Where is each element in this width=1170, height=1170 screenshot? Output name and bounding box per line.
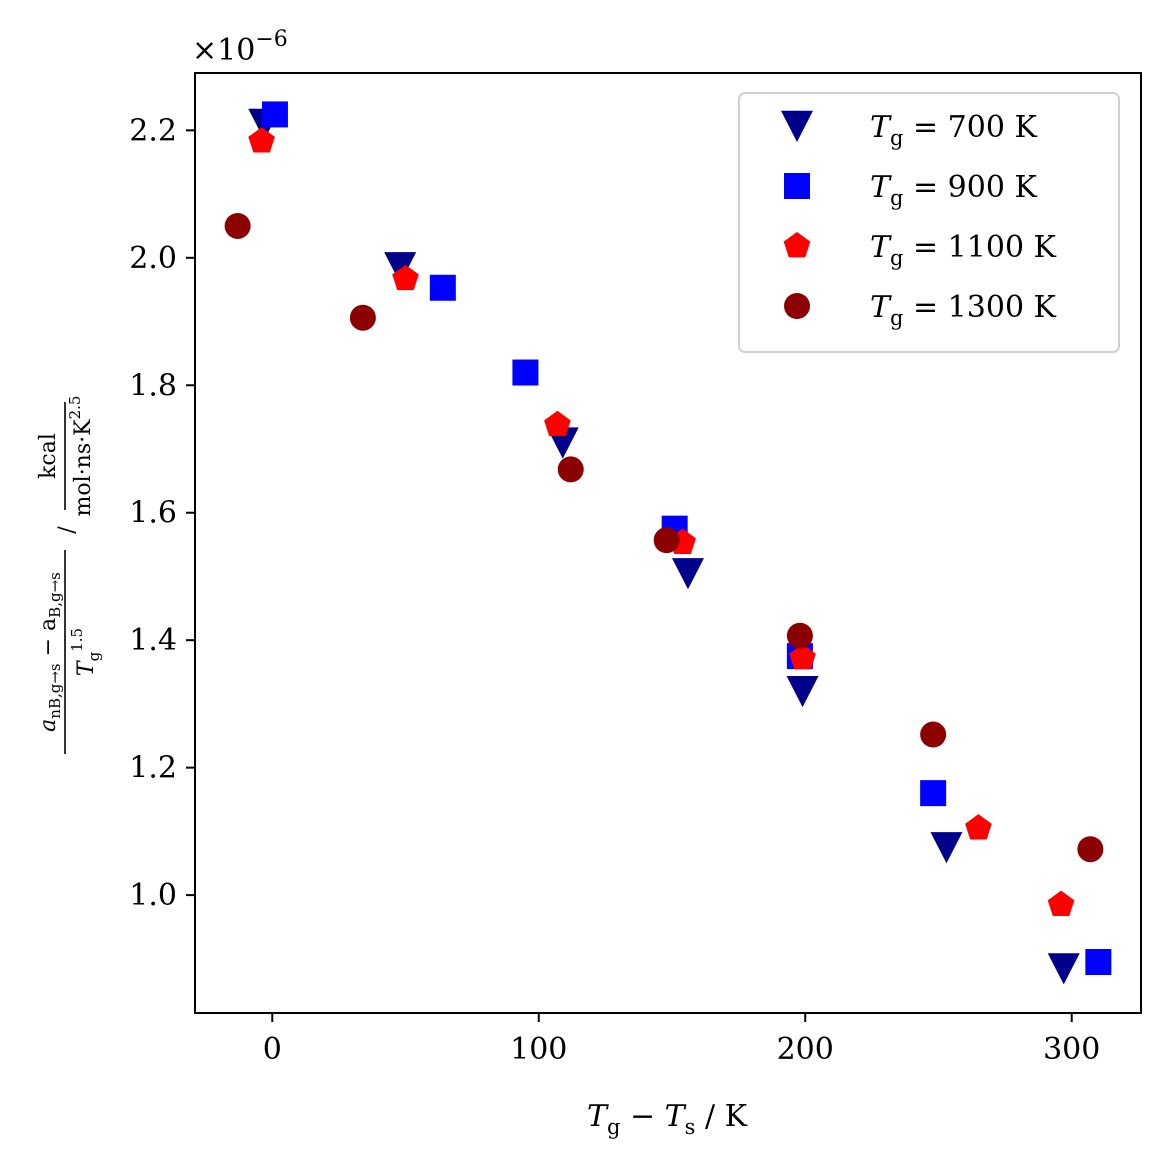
legend-entry: Tg = 1300 K [784,290,1057,330]
y-tick-label: 1.6 [129,496,177,531]
data-point [1047,953,1080,985]
data-point [544,410,571,437]
data-point [786,675,819,708]
legend-label: Tg = 700 K [870,110,1037,150]
y-label-unit-numerator: kcal [36,433,61,479]
y-axis-label: anB,g→s − aB,g→s Tg1.5 / kcal mol·ns·K2.… [36,396,103,754]
x-tick-label: 200 [777,1032,834,1067]
x-tick-label: 100 [510,1032,567,1067]
series-1 [261,101,1112,976]
legend-label: Tg = 900 K [870,170,1037,210]
data-point [429,274,456,301]
data-point [248,127,275,153]
data-point [1085,949,1112,976]
y-tick-label: 2.2 [129,113,177,148]
y-label-denominator: Tg1.5 [68,628,103,676]
axis-ticks: 0 100 200 300 1.0 1.2 1.4 1.6 1.8 2.0 2.2 [129,113,1100,1067]
legend-label: Tg = 1300 K [870,290,1057,330]
legend-marker [784,293,810,319]
data-point [653,527,680,554]
y-label-numerator: anB,g→s − aB,g→s [36,572,64,732]
data-markers [224,101,1112,985]
plot-frame [194,72,1142,1014]
legend-box [738,92,1120,353]
legend-entry: Tg = 1100 K [783,230,1057,270]
data-point [512,359,539,386]
data-point [1077,836,1104,863]
data-point [786,622,813,649]
y-label-unit-denominator: mol·ns·K2.5 [66,396,96,517]
data-point [1047,890,1075,916]
data-point [965,814,992,840]
data-point [261,101,288,128]
legend-marker [784,173,810,199]
x-axis-label: Tg − Ts / K [587,1099,748,1139]
legend-marker [781,110,813,142]
legend-entry: Tg = 900 K [784,170,1037,210]
data-point [671,558,704,590]
y-tick-label: 1.4 [129,623,177,658]
data-point [930,832,963,864]
series-3 [224,212,1104,863]
y-tick-label: 1.8 [129,368,177,403]
y-multiplier-exponent: −6 [255,27,287,52]
data-point [920,721,947,748]
legend-label: Tg = 1100 K [870,230,1057,270]
y-tick-label: 1.2 [129,751,177,786]
legend: Tg = 700 K Tg = 900 K Tg = 1100 K Tg = 1300… [738,92,1120,353]
data-point [224,212,251,239]
data-point [920,780,947,807]
y-label-slash: / [55,526,80,534]
x-tick-label: 0 [263,1032,282,1067]
x-tick-label: 300 [1043,1032,1100,1067]
legend-marker [783,232,811,258]
y-multiplier: ×10−6 [192,27,288,68]
data-point [349,304,376,331]
data-point [789,644,816,670]
data-point [392,264,419,291]
series-2 [248,127,1075,916]
y-tick-label: 2.0 [129,241,177,276]
data-point [557,456,584,483]
data-point [384,252,417,284]
legend-entry: Tg = 700 K [781,110,1037,150]
y-tick-label: 1.0 [129,878,177,913]
